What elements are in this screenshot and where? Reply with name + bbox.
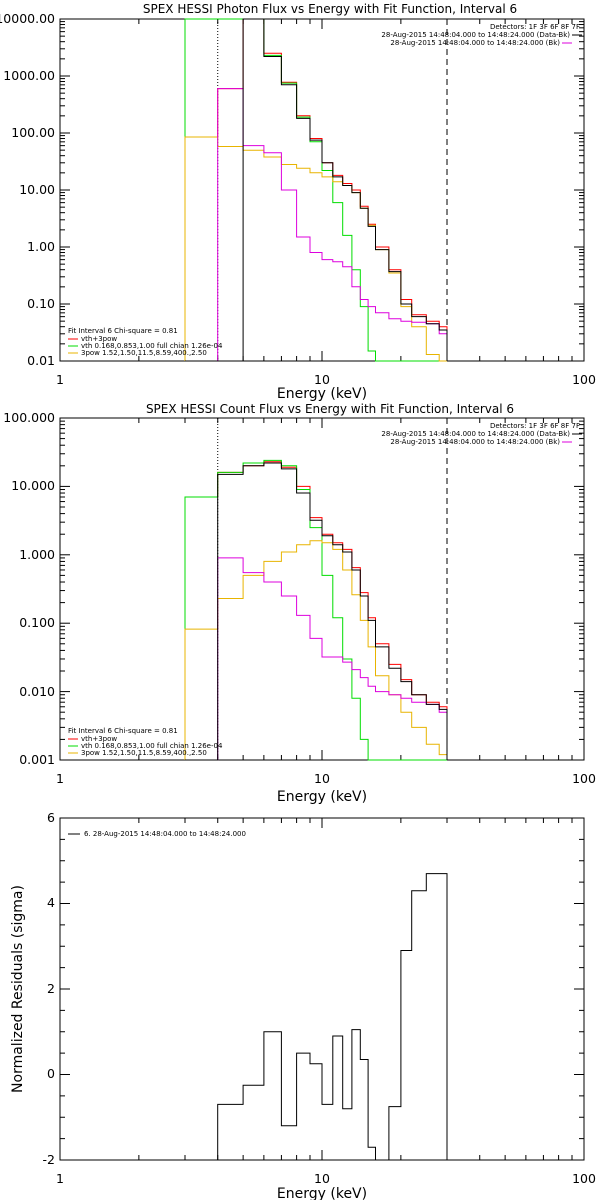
- residuals-frame: [59, 817, 585, 1161]
- residuals-legend-label: 6. 28-Aug-2015 14:48:04.000 to 14:48:24.…: [84, 830, 246, 838]
- photon-flux-panel: SPEX HESSI Photon Flux vs Energy with Fi…: [0, 2, 596, 402]
- series-line-3: [185, 557, 448, 761]
- photon-flux-ytick: 10000.00: [0, 11, 55, 26]
- residuals-ytick: 0: [47, 1066, 55, 1081]
- photon-flux-title: SPEX HESSI Photon Flux vs Energy with Fi…: [143, 2, 517, 16]
- residuals-xtick-1: 1: [56, 1171, 64, 1186]
- photon-flux-bk-interval: 28-Aug-2015 14:48:04.000 to 14:48:24.000…: [390, 39, 560, 47]
- residuals-axes: [59, 817, 585, 1161]
- residuals-ylabel: Normalized Residuals (sigma): [10, 885, 26, 1093]
- photon-flux-ytick: 0.10: [27, 296, 55, 311]
- series-line-0: [184, 18, 448, 361]
- count-flux-legend-vth3pow: vth+3pow: [81, 735, 117, 743]
- photon-flux-xtick-10: 10: [314, 372, 330, 387]
- series-line-1: [184, 459, 447, 761]
- count-flux-xtick-10: 10: [314, 771, 330, 786]
- count-flux-ytick: 0.010: [19, 684, 55, 699]
- photon-flux-data-interval: 28-Aug-2015 14:48:04.000 to 14:48:24.000…: [381, 31, 570, 39]
- count-flux-series: [184, 459, 448, 761]
- series-line-4: [185, 462, 448, 761]
- photon-flux-axes: [59, 18, 585, 362]
- count-flux-fit-interval: Fit Interval 6 Chi-square = 0.81: [68, 727, 178, 735]
- series-line-2: [184, 540, 448, 760]
- photon-flux-fit-interval: Fit Interval 6 Chi-square = 0.81: [68, 327, 178, 335]
- photon-flux-xtick-1: 1: [56, 372, 64, 387]
- photon-flux-detectors: Detectors: 1F 3F 6F 8F 7F: [490, 23, 580, 31]
- series-line-2: [184, 136, 447, 362]
- count-flux-data-interval: 28-Aug-2015 14:48:04.000 to 14:48:24.000…: [381, 430, 570, 438]
- photon-flux-series: [184, 18, 448, 362]
- residuals-series: [217, 873, 448, 1161]
- count-flux-legend-vth: vth 0.168,0.853,1.00 full chian 1.26e-04: [81, 742, 223, 750]
- count-flux-title: SPEX HESSI Count Flux vs Energy with Fit…: [146, 402, 514, 416]
- photon-flux-xlabel: Energy (keV): [277, 386, 367, 402]
- count-flux-xtick-100: 100: [572, 771, 596, 786]
- photon-flux-legend-3pow: 3pow 1.52,1.50,11.5,8.59,400.,2.50: [81, 349, 207, 357]
- count-flux-ytick: 1.000: [19, 547, 55, 562]
- count-flux-ytick: 0.100: [19, 615, 55, 630]
- residuals-xlabel: Energy (keV): [277, 1186, 367, 1200]
- count-flux-xtick-1: 1: [56, 771, 64, 786]
- series-line-3: [185, 88, 448, 362]
- count-flux-frame: [59, 417, 585, 761]
- count-flux-legend-3pow: 3pow 1.52,1.50,11.5,8.59,400.,2.50: [81, 749, 207, 757]
- count-flux-detectors: Detectors: 1F 3F 6F 8F 7F: [490, 422, 580, 430]
- photon-flux-ytick: 100.00: [11, 125, 55, 140]
- count-flux-ytick: 0.001: [19, 752, 55, 767]
- residuals-ytick: -2: [43, 1152, 55, 1167]
- series-line-1: [184, 18, 447, 362]
- residuals-ytick: 6: [47, 810, 55, 825]
- residuals-xtick-100: 100: [572, 1171, 596, 1186]
- photon-flux-ytick: 1000.00: [3, 68, 55, 83]
- photon-flux-ytick: 0.01: [27, 353, 55, 368]
- count-flux-ytick: 100.000: [3, 410, 55, 425]
- photon-flux-legend-vth: vth 0.168,0.853,1.00 full chian 1.26e-04: [81, 342, 223, 350]
- count-flux-xlabel: Energy (keV): [277, 789, 367, 805]
- series-line-4: [185, 18, 448, 362]
- residuals-panel: 1 10 100 6 4 2 0 -2 Energy (keV) Normali…: [10, 810, 596, 1200]
- residuals-ytick: 4: [47, 895, 55, 910]
- residuals-xtick-10: 10: [314, 1171, 330, 1186]
- count-flux-panel: SPEX HESSI Count Flux vs Energy with Fit…: [3, 402, 596, 805]
- count-flux-axes: [59, 417, 585, 761]
- photon-flux-xtick-100: 100: [572, 372, 596, 387]
- count-flux-bk-interval: 28-Aug-2015 14:48:04.000 to 14:48:24.000…: [390, 438, 560, 446]
- residuals-ytick: 2: [47, 981, 55, 996]
- count-flux-ytick: 10.000: [11, 478, 55, 493]
- photon-flux-ytick: 1.00: [27, 239, 55, 254]
- series-line-0: [184, 461, 448, 760]
- photon-flux-frame: [59, 18, 585, 362]
- photon-flux-legend-vth3pow: vth+3pow: [81, 335, 117, 343]
- photon-flux-ytick: 10.00: [19, 182, 55, 197]
- series-line-0: [217, 873, 448, 1161]
